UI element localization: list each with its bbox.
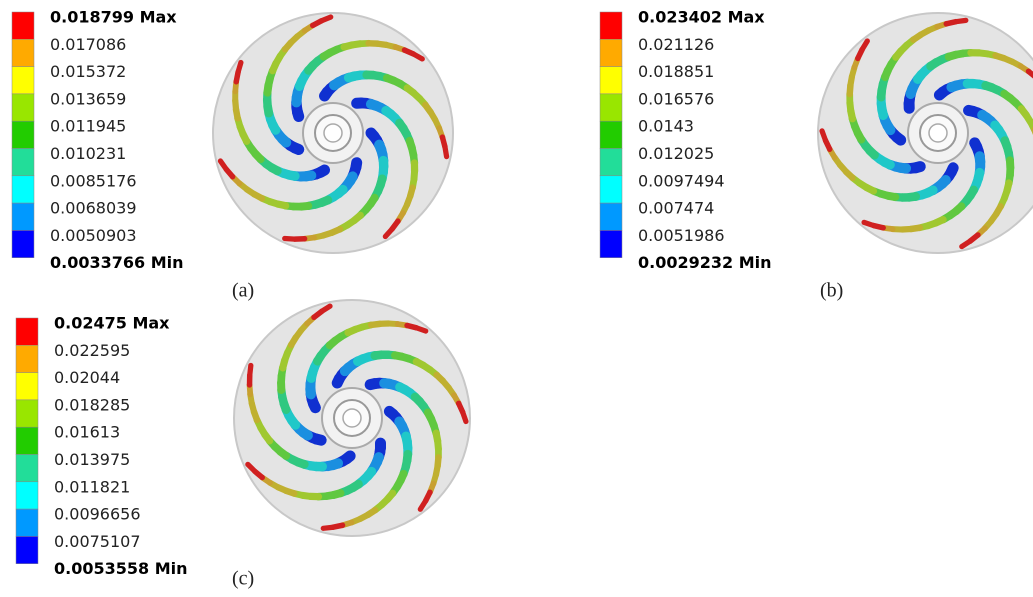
blade-segment	[250, 365, 251, 375]
legend-label: 0.0033766 Min	[50, 253, 184, 272]
legend-label: 0.02044	[54, 368, 120, 387]
blade-segment	[285, 238, 295, 239]
legend-band	[600, 94, 622, 121]
legend-label: 0.0096656	[54, 505, 141, 524]
legend-band	[12, 176, 34, 203]
blade-segment	[822, 131, 825, 140]
legend-label: 0.01613	[54, 423, 120, 442]
legend-label: 0.013975	[54, 450, 130, 469]
legend-band	[16, 345, 38, 372]
blade-segment	[321, 17, 330, 21]
legend-label: 0.015372	[50, 62, 126, 81]
legend-label: 0.011821	[54, 477, 130, 496]
legend-band	[16, 318, 38, 345]
legend-band	[12, 67, 34, 94]
legend-band	[16, 482, 38, 509]
panel-caption: (a)	[232, 280, 254, 302]
legend-label: 0.010231	[50, 144, 126, 163]
panel-caption: (c)	[232, 568, 254, 590]
legend-band	[12, 203, 34, 230]
legend-label: 0.011945	[50, 117, 126, 136]
panel-caption: (b)	[820, 280, 843, 302]
legend-band	[16, 455, 38, 482]
shaft	[324, 124, 342, 142]
legend-band	[600, 230, 622, 257]
legend-label: 0.0097494	[638, 171, 725, 190]
legend-label: 0.02475 Max	[54, 314, 170, 333]
legend-label: 0.012025	[638, 144, 714, 163]
shaft	[929, 124, 947, 142]
blade-segment	[238, 62, 241, 72]
legend-band	[16, 400, 38, 427]
legend-band	[16, 427, 38, 454]
legend-band	[600, 39, 622, 66]
legend-label: 0.0085176	[50, 171, 137, 190]
blade-segment	[445, 147, 447, 157]
blade-segment	[463, 412, 466, 421]
legend-band	[12, 230, 34, 257]
figure: 0.018799 Max 0.017086 0.015372 0.013659 0.01…	[0, 0, 1033, 597]
legend-label: 0.023402 Max	[638, 8, 765, 27]
legend-label: 0.018851	[638, 62, 714, 81]
legend-label: 0.0143	[638, 117, 694, 136]
legend-label: 0.0051986	[638, 226, 725, 245]
legend-label: 0.013659	[50, 89, 126, 108]
panel: 0.02475 Max 0.022595 0.02044 0.018285 0.0161…	[16, 300, 470, 590]
legend-band	[12, 12, 34, 39]
legend-band	[16, 373, 38, 400]
legend-label: 0.007474	[638, 199, 714, 218]
legend-label: 0.016576	[638, 89, 714, 108]
legend-band	[12, 121, 34, 148]
legend-band	[600, 121, 622, 148]
legend-band	[12, 94, 34, 121]
legend-label: 0.0050903	[50, 226, 137, 245]
legend-band	[600, 12, 622, 39]
panel: 0.023402 Max 0.021126 0.018851 0.016576 0.01…	[600, 8, 1033, 302]
blade-segment	[323, 527, 333, 528]
legend-label: 0.018285	[54, 395, 130, 414]
shaft	[343, 409, 361, 427]
legend-label: 0.0068039	[50, 199, 137, 218]
legend-band	[16, 509, 38, 536]
legend-label: 0.017086	[50, 35, 126, 54]
legend-band	[600, 203, 622, 230]
legend-band	[12, 39, 34, 66]
legend-band	[600, 149, 622, 176]
legend-band	[16, 536, 38, 563]
legend-label: 0.018799 Max	[50, 8, 177, 27]
legend-label: 0.0029232 Min	[638, 253, 772, 272]
legend-label: 0.022595	[54, 341, 130, 360]
legend-band	[12, 149, 34, 176]
legend-band	[600, 176, 622, 203]
blade-segment	[864, 222, 874, 225]
legend-label: 0.0075107	[54, 532, 141, 551]
legend-label: 0.021126	[638, 35, 714, 54]
blade-segment	[956, 20, 966, 21]
blade-segment	[416, 328, 425, 331]
legend-label: 0.0053558 Min	[54, 559, 188, 578]
legend-band	[600, 67, 622, 94]
panel: 0.018799 Max 0.017086 0.015372 0.013659 0.01…	[12, 8, 453, 302]
